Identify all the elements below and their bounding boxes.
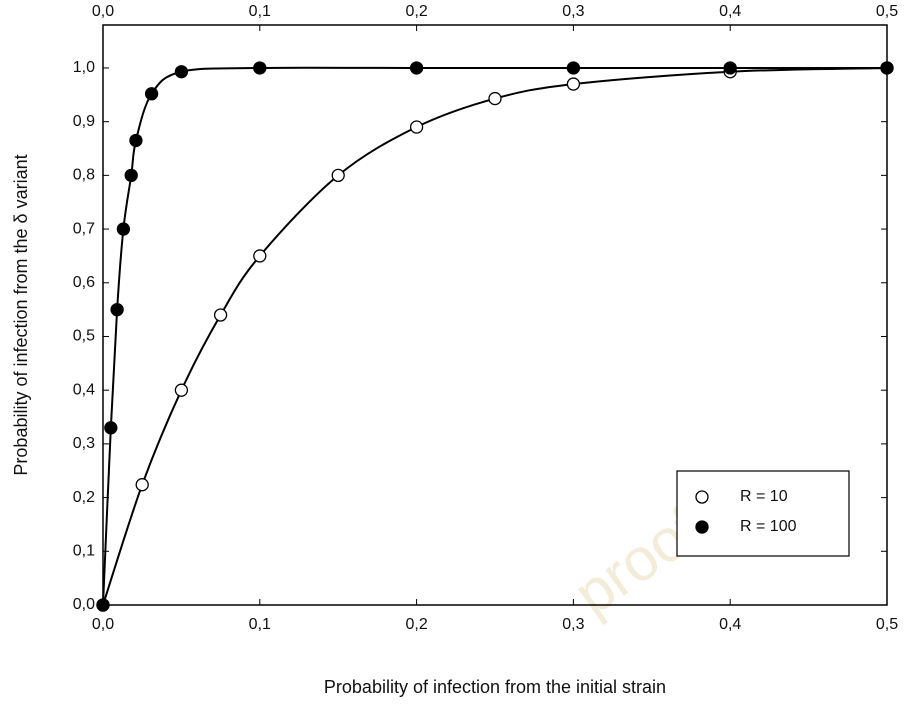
y-tick-label: 0,7 (73, 220, 95, 237)
point (135, 478, 149, 492)
x-tick-label: 0,0 (92, 616, 114, 633)
point (96, 598, 110, 612)
x-top-tick-label: 0,0 (92, 3, 114, 20)
x-top-tick-label: 0,3 (562, 3, 584, 20)
point (409, 61, 424, 75)
point (129, 133, 143, 148)
y-tick-label: 0,0 (73, 596, 95, 613)
point (124, 168, 138, 183)
x-tick-label: 0,3 (562, 616, 584, 633)
x-tick-label: 0,4 (719, 616, 741, 633)
x-top-tick-label: 0,1 (249, 3, 271, 20)
x-tick-label: 0,2 (405, 616, 427, 633)
x-axis-title: Probability of infection from the initia… (324, 677, 666, 697)
point (116, 222, 131, 236)
point (174, 65, 189, 79)
point (144, 87, 159, 101)
y-tick-label: 0,4 (73, 381, 95, 398)
point (723, 61, 737, 75)
y-tick-label: 0,8 (73, 167, 95, 184)
y-tick-label: 0,3 (73, 435, 95, 452)
plot-frame (102, 24, 888, 606)
x-top-tick-label: 0,2 (405, 3, 427, 20)
y-tick-label: 0,1 (73, 543, 95, 560)
y-tick-label: 0,6 (73, 274, 95, 291)
x-tick-label: 0,1 (249, 616, 271, 633)
legend-marker (695, 520, 709, 534)
point (331, 168, 345, 183)
fit-line (102, 66, 887, 606)
point (566, 61, 581, 75)
point (104, 421, 118, 435)
y-tick-label: 0,5 (73, 328, 95, 345)
x-tick-label: 0,5 (876, 616, 898, 633)
point (488, 91, 502, 106)
y-axis-title: Probability of infection from the δ vari… (11, 154, 31, 475)
x-top-tick-label: 0,4 (719, 3, 741, 20)
point (880, 61, 894, 75)
point (213, 308, 228, 322)
point (174, 383, 189, 397)
legend-box (676, 470, 850, 557)
y-tick-label: 0,9 (73, 113, 95, 130)
legend-label: R = 100 (740, 518, 797, 535)
x-top-tick-label: 0,5 (876, 3, 898, 20)
point (253, 249, 267, 263)
y-tick-label: 0,2 (73, 489, 95, 506)
point (253, 61, 267, 75)
legend-label: R = 10 (740, 488, 788, 505)
y-tick-label: 1,0 (73, 59, 95, 76)
point (409, 120, 424, 134)
point (566, 77, 581, 91)
legend-marker (695, 490, 709, 504)
point (110, 302, 124, 317)
